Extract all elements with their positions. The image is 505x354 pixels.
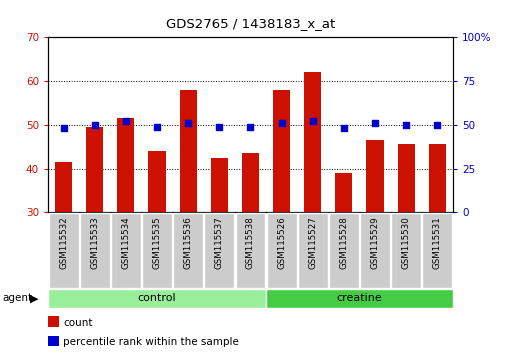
- Text: GSM115529: GSM115529: [370, 216, 379, 269]
- Bar: [86, 127, 103, 212]
- Bar: [428, 144, 445, 212]
- Point: [308, 119, 316, 124]
- Text: count: count: [63, 318, 92, 328]
- Text: control: control: [137, 293, 176, 303]
- Bar: [366, 140, 383, 212]
- Text: GSM115533: GSM115533: [90, 216, 99, 269]
- Text: GSM115532: GSM115532: [59, 216, 68, 269]
- Text: creatine: creatine: [336, 293, 382, 303]
- FancyBboxPatch shape: [142, 213, 172, 288]
- Point: [401, 122, 410, 128]
- Text: GSM115531: GSM115531: [432, 216, 441, 269]
- Point: [339, 125, 347, 131]
- Bar: [241, 153, 259, 212]
- FancyBboxPatch shape: [204, 213, 234, 288]
- FancyBboxPatch shape: [328, 213, 358, 288]
- Bar: [55, 162, 72, 212]
- FancyBboxPatch shape: [173, 213, 203, 288]
- Bar: [148, 151, 165, 212]
- FancyBboxPatch shape: [360, 213, 389, 288]
- Point: [60, 125, 68, 131]
- Bar: [117, 118, 134, 212]
- Point: [90, 122, 98, 128]
- Point: [432, 122, 440, 128]
- FancyBboxPatch shape: [297, 213, 327, 288]
- FancyBboxPatch shape: [266, 289, 452, 308]
- FancyBboxPatch shape: [422, 213, 451, 288]
- Point: [153, 124, 161, 129]
- FancyBboxPatch shape: [390, 213, 420, 288]
- Text: GSM115536: GSM115536: [183, 216, 192, 269]
- Text: agent: agent: [3, 293, 33, 303]
- FancyBboxPatch shape: [235, 213, 265, 288]
- Bar: [397, 144, 414, 212]
- FancyBboxPatch shape: [48, 213, 78, 288]
- FancyBboxPatch shape: [111, 213, 140, 288]
- Text: GSM115538: GSM115538: [245, 216, 255, 269]
- Text: GSM115526: GSM115526: [277, 216, 285, 269]
- Point: [246, 124, 254, 129]
- Bar: [211, 158, 227, 212]
- Text: GSM115534: GSM115534: [121, 216, 130, 269]
- Point: [122, 119, 130, 124]
- Text: ▶: ▶: [30, 293, 39, 303]
- Text: GSM115528: GSM115528: [339, 216, 348, 269]
- FancyBboxPatch shape: [48, 289, 266, 308]
- Bar: [304, 72, 321, 212]
- Text: percentile rank within the sample: percentile rank within the sample: [63, 337, 239, 347]
- Text: GSM115530: GSM115530: [401, 216, 410, 269]
- Bar: [179, 90, 196, 212]
- Bar: [273, 90, 289, 212]
- Text: GDS2765 / 1438183_x_at: GDS2765 / 1438183_x_at: [166, 17, 334, 30]
- Text: GSM115535: GSM115535: [152, 216, 161, 269]
- Text: GSM115537: GSM115537: [215, 216, 223, 269]
- FancyBboxPatch shape: [80, 213, 110, 288]
- Text: GSM115527: GSM115527: [308, 216, 317, 269]
- Bar: [335, 173, 352, 212]
- Point: [215, 124, 223, 129]
- Point: [277, 120, 285, 126]
- Point: [370, 120, 378, 126]
- FancyBboxPatch shape: [266, 213, 296, 288]
- Point: [184, 120, 192, 126]
